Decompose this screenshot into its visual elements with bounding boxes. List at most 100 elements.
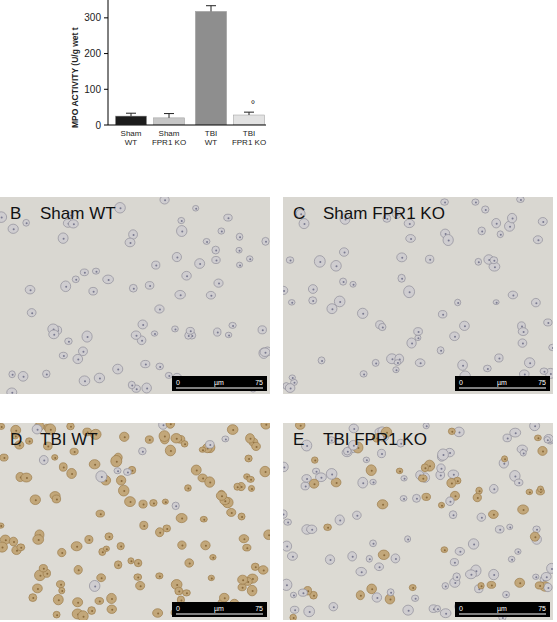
- nucleolus: [444, 549, 446, 551]
- cell: [478, 227, 486, 235]
- nucleolus: [232, 325, 234, 327]
- cell: [107, 593, 117, 603]
- nucleolus: [336, 265, 338, 267]
- nucleolus: [493, 260, 495, 262]
- nucleolus: [504, 458, 506, 460]
- nucleolus: [196, 470, 198, 472]
- cell: [70, 448, 78, 455]
- nucleolus: [453, 514, 455, 516]
- cell: [234, 483, 241, 490]
- nucleolus: [73, 223, 75, 225]
- scale-unit: µm: [214, 379, 224, 387]
- nucleolus: [184, 443, 186, 445]
- nucleolus: [136, 335, 138, 337]
- cell: [304, 606, 315, 617]
- nucleolus: [68, 341, 70, 343]
- nucleolus: [210, 295, 212, 297]
- error-bar: [126, 113, 136, 116]
- y-tick: [104, 17, 108, 18]
- nucleolus: [142, 451, 144, 453]
- nucleolus: [535, 576, 537, 578]
- cell: [111, 455, 122, 466]
- cell: [458, 360, 468, 370]
- cell: [503, 434, 511, 442]
- nucleolus: [35, 499, 37, 501]
- cell: [59, 463, 67, 471]
- nucleolus: [429, 465, 431, 467]
- nucleolus: [319, 261, 321, 263]
- nucleolus: [255, 566, 257, 568]
- nucleolus: [426, 425, 428, 427]
- nucleolus: [445, 585, 447, 587]
- cell: [483, 365, 491, 372]
- cell: [212, 256, 220, 263]
- nucleolus: [1, 217, 3, 219]
- cell: [238, 584, 246, 591]
- nucleolus: [454, 562, 456, 564]
- nucleolus: [102, 551, 104, 553]
- cell: [366, 465, 376, 476]
- cell: [308, 285, 317, 294]
- cell: [73, 598, 83, 607]
- cell: [443, 235, 453, 246]
- nucleolus: [499, 529, 501, 531]
- cell: [544, 319, 552, 326]
- nucleolus: [418, 331, 420, 333]
- scale-unit: µm: [214, 605, 224, 613]
- nucleolus: [195, 208, 197, 210]
- cell: [453, 573, 460, 581]
- nucleolus: [485, 209, 487, 211]
- nucleolus: [477, 497, 479, 499]
- nucleolus: [265, 424, 267, 426]
- nucleolus: [118, 564, 120, 566]
- nucleolus: [99, 377, 101, 379]
- nucleolus: [11, 392, 13, 394]
- nucleolus: [333, 606, 335, 608]
- cell: [450, 559, 458, 566]
- nucleolus: [82, 351, 84, 353]
- cell: [490, 257, 498, 264]
- cell: [153, 609, 163, 618]
- nucleolus: [306, 445, 308, 447]
- cell: [218, 228, 225, 234]
- cell: [177, 226, 187, 237]
- cell: [246, 256, 252, 262]
- nucleolus: [551, 568, 553, 570]
- cell: [434, 605, 440, 612]
- nucleolus: [26, 222, 28, 224]
- cell: [524, 358, 534, 368]
- nucleolus: [199, 263, 201, 265]
- nucleolus: [362, 313, 364, 315]
- nucleolus: [143, 504, 145, 506]
- cell: [96, 471, 107, 482]
- cell: [103, 546, 109, 551]
- cell: [53, 595, 63, 605]
- nucleolus: [250, 479, 252, 481]
- nucleolus: [407, 539, 409, 541]
- cell: [437, 347, 444, 354]
- nucleolus: [117, 470, 119, 472]
- nucleolus: [131, 470, 133, 472]
- nucleolus: [523, 509, 525, 511]
- cell: [128, 558, 134, 564]
- nucleolus: [290, 260, 292, 262]
- cell: [193, 205, 199, 211]
- cell: [7, 388, 17, 394]
- nucleolus: [216, 260, 218, 262]
- nucleolus: [426, 496, 428, 498]
- nucleolus: [39, 575, 41, 577]
- x-axis: [108, 125, 266, 126]
- nucleolus: [361, 571, 363, 573]
- cell: [307, 525, 317, 533]
- nucleolus: [395, 558, 397, 560]
- panel-title: TBI FPR1 KO: [323, 430, 427, 449]
- nucleolus: [371, 588, 373, 590]
- nucleolus: [99, 600, 101, 602]
- error-cap: [126, 113, 136, 114]
- nucleolus: [373, 543, 375, 545]
- cell: [251, 563, 259, 570]
- cell: [131, 331, 141, 339]
- cell: [23, 219, 30, 226]
- nucleolus: [422, 478, 424, 480]
- nucleolus: [456, 576, 458, 578]
